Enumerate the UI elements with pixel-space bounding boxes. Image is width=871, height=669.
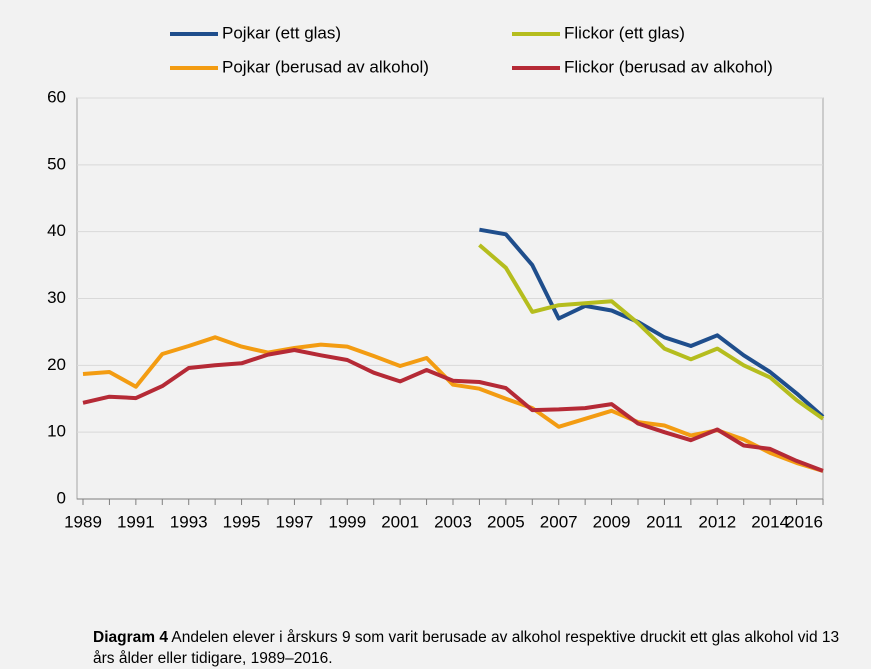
x-tick-label: 1993: [170, 512, 208, 531]
x-tick-label: 2005: [487, 512, 525, 531]
series-line: [82, 348, 824, 473]
x-tick-label: 2011: [646, 512, 683, 531]
x-tick-label: 1995: [223, 512, 261, 531]
legend-label: Flickor (ett glas): [564, 23, 685, 42]
x-tick-label: 1999: [328, 512, 366, 531]
series-line: [82, 335, 824, 473]
y-tick-label: 20: [47, 355, 66, 374]
x-tick-label: 2009: [593, 512, 631, 531]
y-tick-label: 60: [47, 87, 66, 106]
y-tick-label: 40: [47, 221, 66, 240]
x-tick-label: 2012: [698, 512, 736, 531]
x-tick-label: 2003: [434, 512, 472, 531]
caption: Diagram 4 Andelen elever i årskurs 9 som…: [93, 627, 853, 669]
x-tick-label: 2014: [751, 512, 789, 531]
x-tick-label: 2001: [381, 512, 419, 531]
y-tick-label: 0: [57, 488, 66, 507]
x-tick-label: 2016: [785, 512, 823, 531]
x-tick-label: 2007: [540, 512, 578, 531]
legend-label: Flickor (berusad av alkohol): [564, 57, 773, 76]
series-line: [479, 227, 825, 419]
x-tick-label: 1997: [276, 512, 314, 531]
caption-label: Diagram 4: [93, 629, 168, 646]
legend-label: Pojkar (berusad av alkohol): [222, 57, 429, 76]
series-line: [478, 243, 825, 421]
x-tick-label: 1989: [64, 512, 102, 531]
y-tick-label: 30: [47, 288, 66, 307]
caption-text: Andelen elever i årskurs 9 som varit ber…: [93, 629, 840, 667]
chart: 0 10 20 30 40 50 60 1989 1991 1993 1995 1997 1999 200…: [47, 23, 825, 531]
x-tick-label: 1991: [117, 512, 155, 531]
y-tick-label: 10: [47, 422, 66, 441]
legend-label: Pojkar (ett glas): [222, 23, 341, 42]
y-tick-label: 50: [47, 154, 66, 173]
